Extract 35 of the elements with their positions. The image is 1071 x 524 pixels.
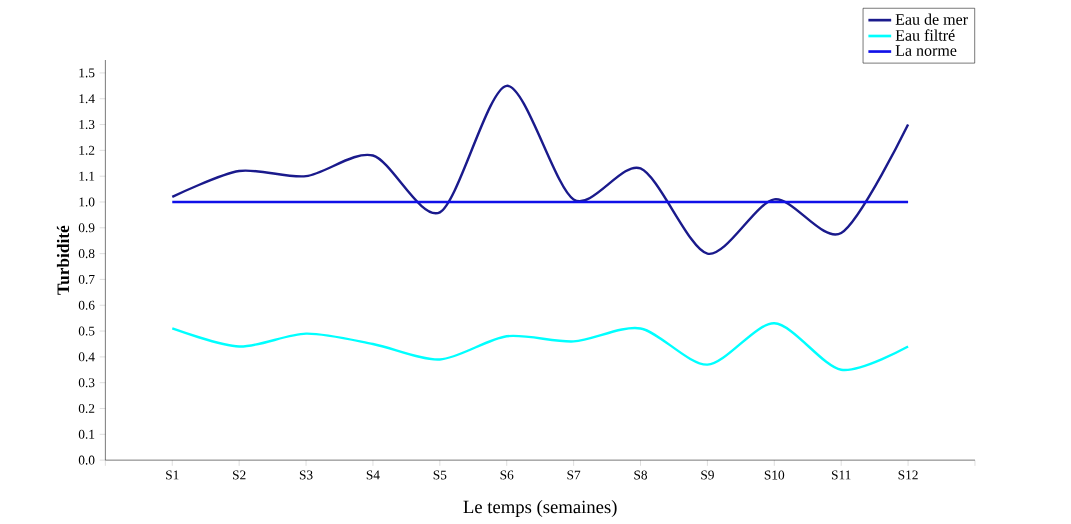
y-tick-label: 0.1: [78, 429, 95, 439]
x-tick-label: S1: [166, 470, 179, 480]
legend-label: Eau de mer: [895, 13, 968, 25]
y-tick-label: 1.5: [79, 68, 95, 78]
x-tick-label: S12: [898, 470, 918, 480]
y-tick-label: 1.4: [79, 94, 95, 104]
y-axis-title: Turbidité: [56, 225, 70, 295]
x-tick-label: S10: [764, 470, 785, 480]
x-tick-label: S7: [567, 470, 581, 480]
x-tick-label: S9: [701, 470, 714, 480]
x-tick-label: S8: [634, 470, 648, 480]
x-tick-label: S4: [366, 470, 380, 480]
line-series: [171, 84, 910, 255]
legend-label: Eau filtré: [895, 29, 955, 41]
y-tick-label: 0.8: [78, 249, 95, 259]
y-tick-label: 0.9: [78, 223, 95, 233]
y-tick-label: 0.4: [78, 352, 95, 362]
x-tick-label: S6: [500, 470, 514, 480]
y-tick-label: 0.3: [78, 378, 95, 388]
x-axis-title: Le temps (semaines): [463, 499, 617, 517]
x-tick-label: S3: [299, 470, 313, 480]
y-tick-label: 1.2: [79, 145, 95, 155]
y-tick-label: 1.3: [79, 119, 95, 129]
y-tick-label: 0.7: [78, 274, 95, 284]
legend-label: La norme: [895, 45, 957, 56]
x-tick-label: S5: [433, 470, 447, 480]
x-tick-label: S2: [233, 470, 246, 480]
y-tick-label: 0.2: [78, 403, 95, 413]
y-tick-label: 0.5: [78, 326, 95, 336]
y-tick-label: 1.1: [79, 171, 95, 181]
y-tick-label: 0.0: [78, 455, 95, 465]
line-series: [171, 322, 910, 372]
x-tick-label: S11: [831, 470, 851, 480]
y-tick-label: 1.0: [79, 197, 95, 207]
y-tick-label: 0.6: [78, 300, 95, 310]
